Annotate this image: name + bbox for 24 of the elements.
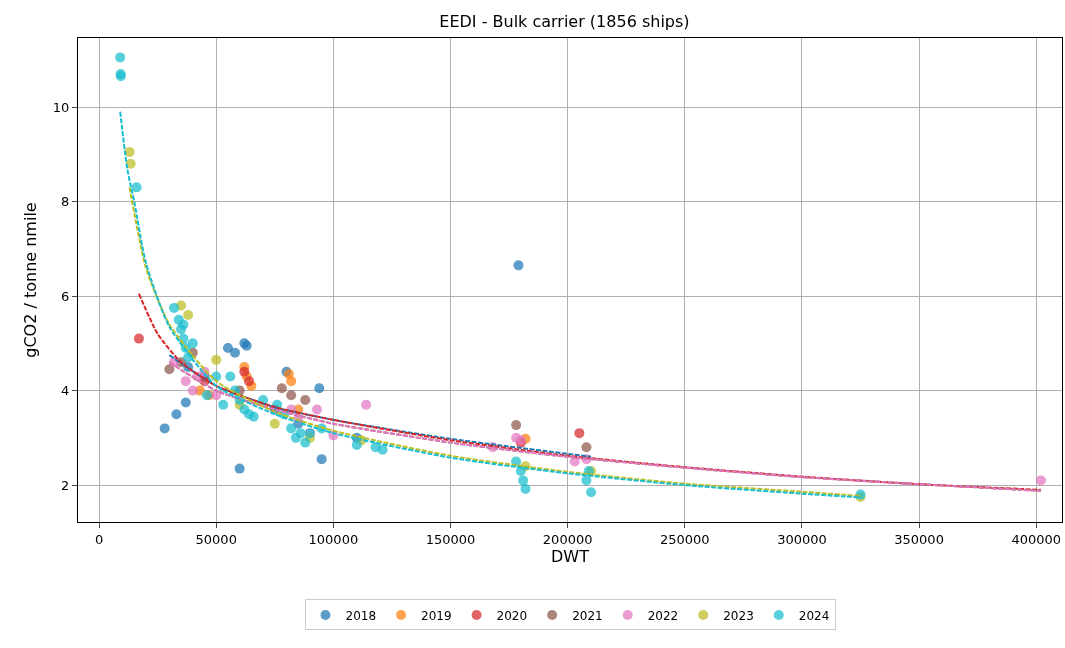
- chart-title: EEDI - Bulk carrier (1856 ships): [439, 12, 690, 32]
- x-tick-label: 300000: [777, 531, 827, 547]
- y-tick-label: 2: [61, 477, 70, 493]
- x-tick-label: 100000: [308, 531, 359, 547]
- y-tick-label: 4: [61, 383, 70, 399]
- legend-label: 2018: [345, 608, 377, 623]
- legend-label: 2020: [496, 608, 528, 623]
- y-tick-label: 10: [52, 99, 70, 115]
- x-tick-label: 150000: [425, 531, 476, 547]
- legend-label: 2019: [421, 608, 452, 623]
- legend-label: 2024: [798, 608, 830, 623]
- y-axis-title: gCO2 / tonne nmile: [21, 202, 40, 358]
- y-tick-label: 6: [61, 288, 70, 304]
- x-tick-label: 50000: [195, 531, 237, 547]
- x-tick-label: 350000: [894, 531, 944, 547]
- x-axis-title: DWT: [551, 546, 590, 566]
- legend-label: 2023: [723, 608, 754, 623]
- x-tick-label: 0: [94, 531, 104, 547]
- legend-label: 2021: [572, 608, 603, 623]
- x-tick-label: 250000: [659, 531, 710, 547]
- legend-label: 2022: [647, 608, 679, 623]
- y-tick-label: 8: [61, 194, 70, 210]
- x-tick-label: 400000: [1011, 531, 1062, 547]
- x-tick-label: 200000: [542, 531, 593, 547]
